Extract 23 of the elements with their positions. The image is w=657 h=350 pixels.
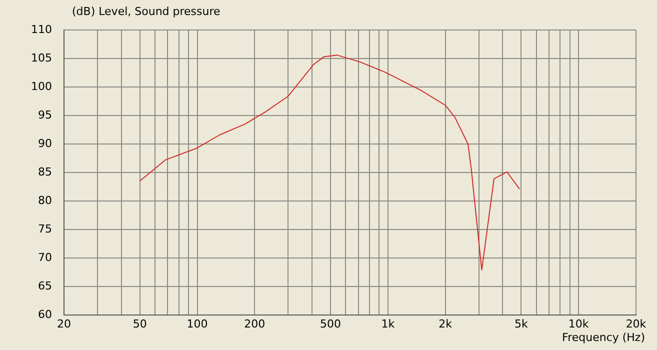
- x-tick-label: 100: [186, 317, 208, 330]
- y-tick-label: 110: [31, 22, 52, 36]
- y-tick-label: 100: [31, 80, 52, 93]
- x-tick-label: 2k: [438, 317, 453, 330]
- x-tick-label: 50: [132, 317, 147, 330]
- x-tick-label: 5k: [514, 317, 529, 330]
- x-tick-label: 200: [244, 317, 266, 330]
- x-tick-label: 10k: [568, 317, 590, 330]
- x-tick-label: 500: [320, 317, 342, 330]
- y-tick-label: 95: [38, 108, 52, 122]
- x-tick-label: 20: [57, 317, 71, 330]
- x-tick-label: 1k: [381, 317, 396, 330]
- y-tick-label: 105: [31, 51, 52, 64]
- y-tick-label: 60: [38, 308, 52, 321]
- y-tick-label: 70: [38, 250, 52, 264]
- y-axis-title: (dB) Level, Sound pressure: [72, 5, 220, 18]
- y-tick-label: 75: [38, 222, 52, 236]
- x-tick-label: 20k: [626, 317, 647, 330]
- x-axis-title: Frequency (Hz): [562, 331, 645, 344]
- y-tick-label: 90: [38, 136, 52, 150]
- y-tick-label: 85: [38, 165, 52, 178]
- y-tick-label: 80: [38, 194, 52, 207]
- y-tick-label: 65: [38, 279, 52, 292]
